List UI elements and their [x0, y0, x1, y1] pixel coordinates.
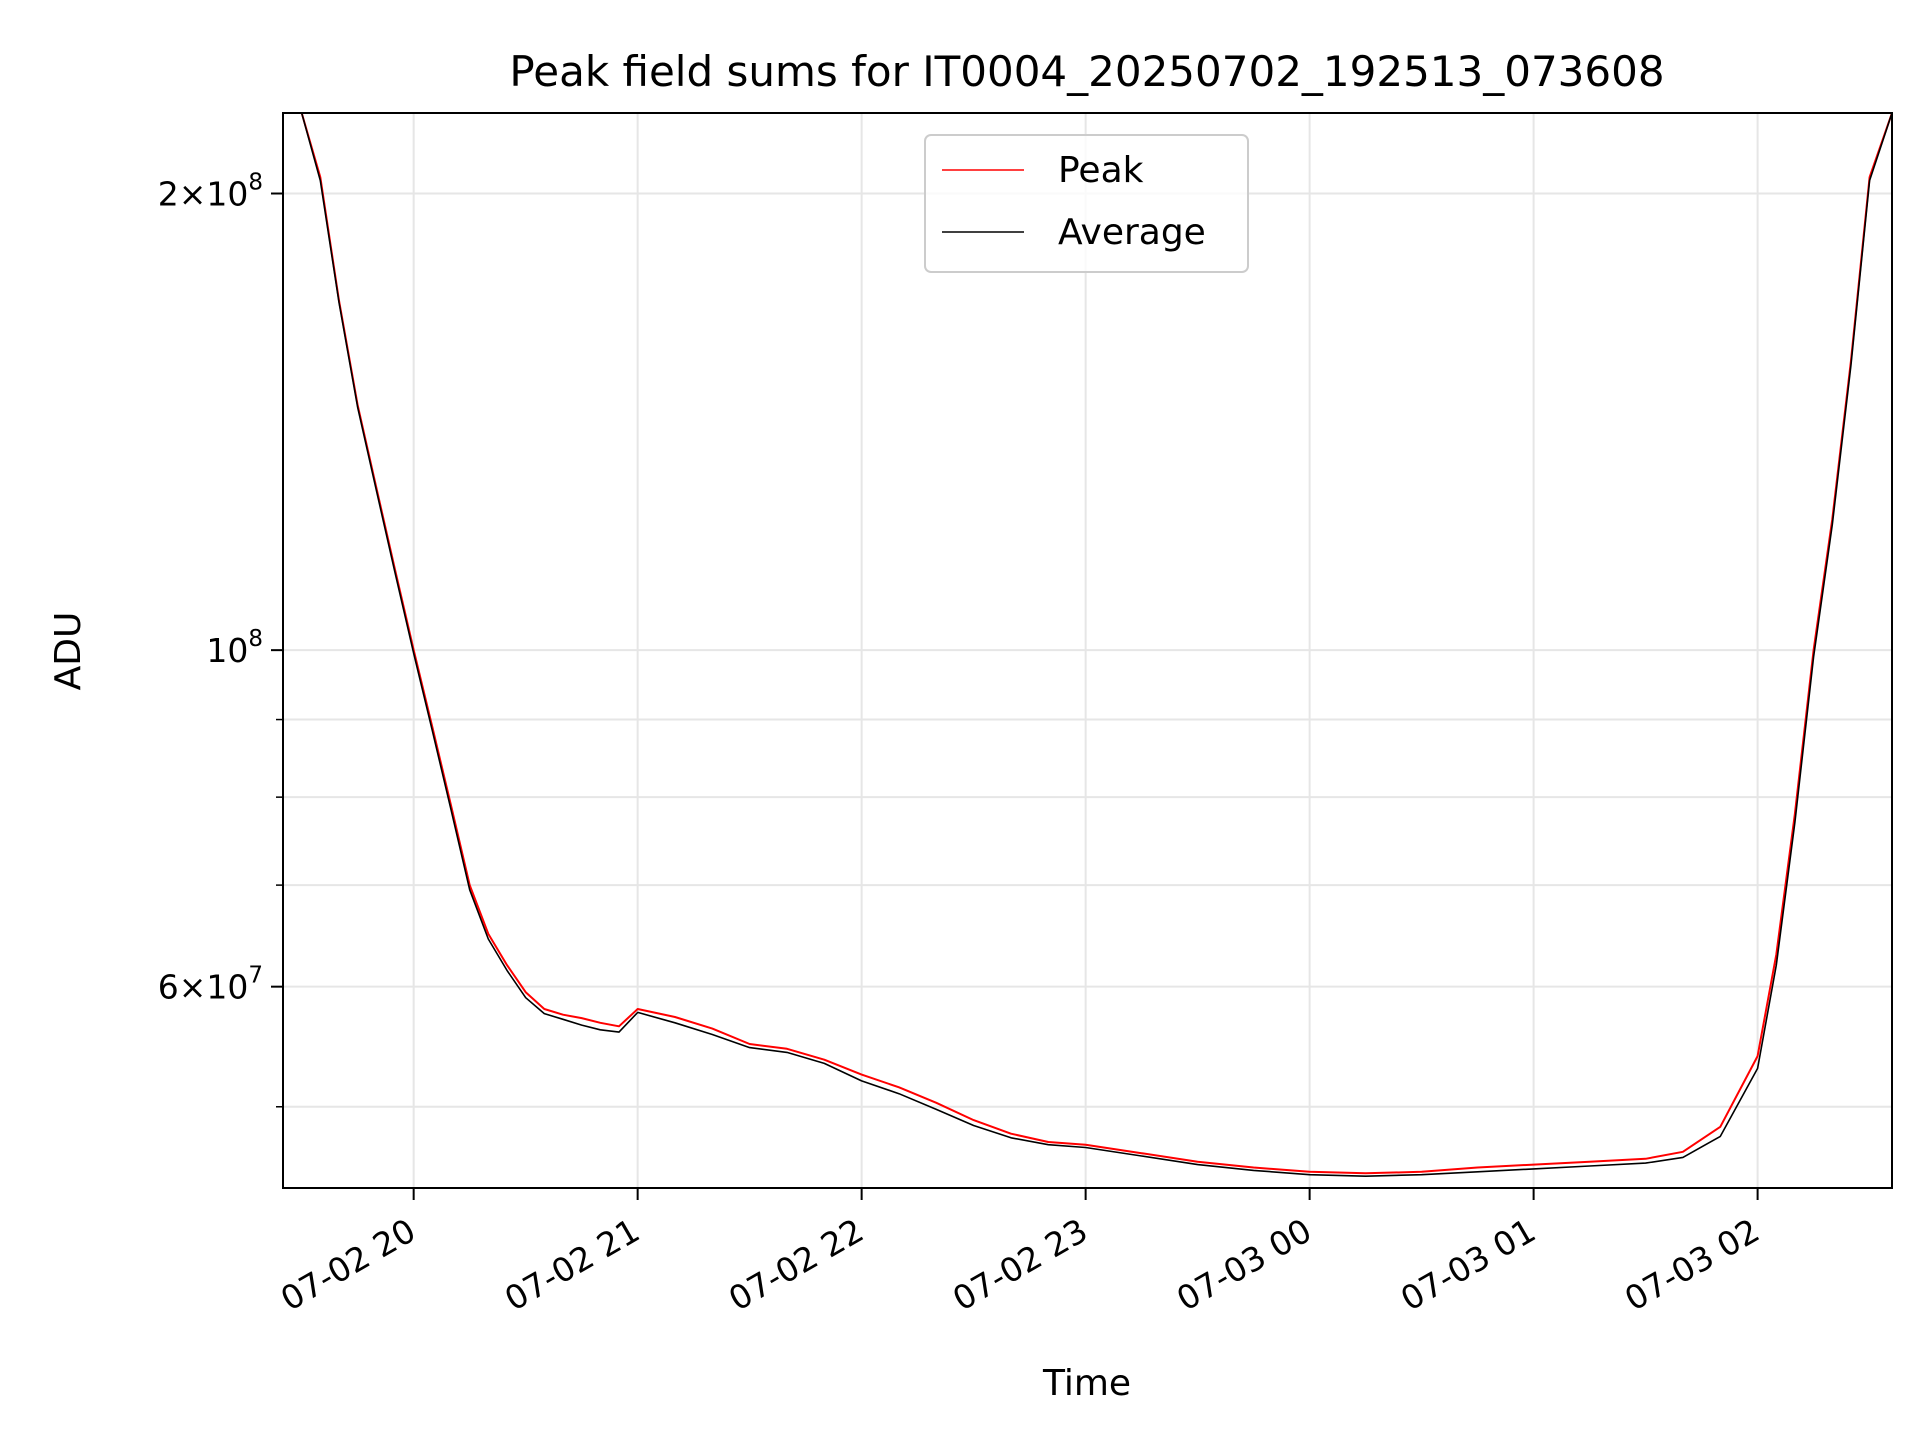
series-lines	[283, 113, 1892, 1177]
y-axis-title: ADU	[48, 612, 89, 691]
legend-label-average: Average	[1058, 212, 1206, 253]
y-tick-label: 2×108	[158, 170, 263, 214]
x-axis-title: Time	[1042, 1363, 1131, 1404]
y-tick-label: 6×107	[158, 963, 263, 1007]
chart-title: Peak field sums for IT0004_20250702_1925…	[509, 47, 1664, 96]
legend: Peak Average	[924, 134, 1249, 273]
y-tick-label: 108	[206, 626, 263, 670]
legend-label-peak: Peak	[1058, 150, 1144, 191]
series-line-average	[283, 113, 1892, 1177]
series-line-peak	[283, 113, 1892, 1175]
